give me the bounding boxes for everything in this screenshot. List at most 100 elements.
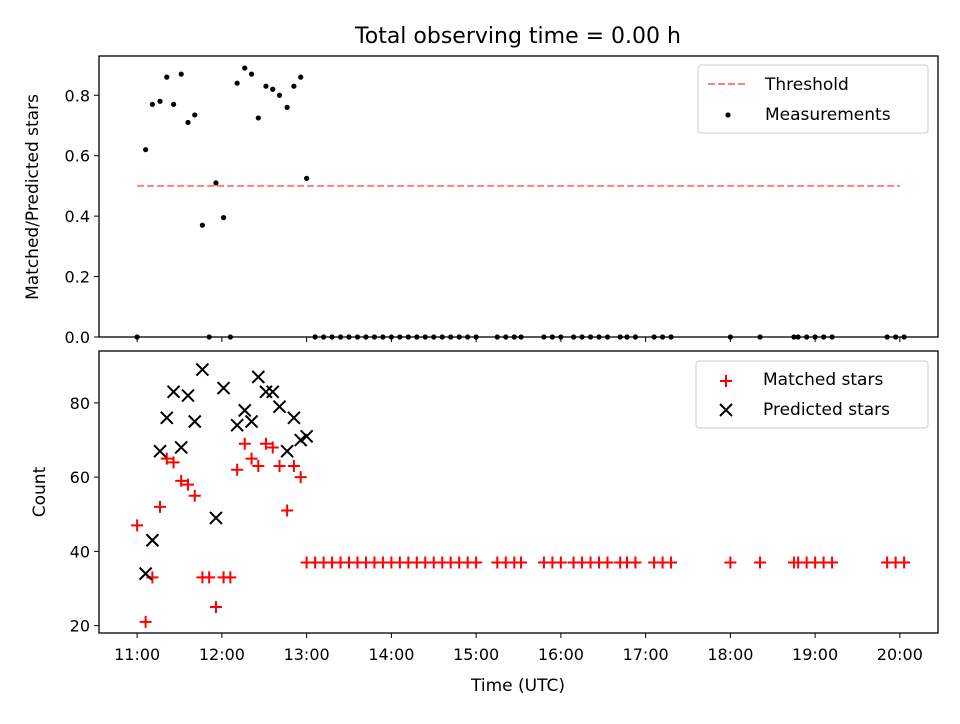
matched-legend-label: Matched stars bbox=[763, 370, 883, 390]
measurement-point bbox=[494, 334, 500, 340]
measurement-point bbox=[829, 334, 835, 340]
predicted-star-marker bbox=[280, 444, 294, 458]
measurement-point bbox=[220, 215, 227, 221]
measurement-point bbox=[263, 83, 269, 89]
measurement-point bbox=[570, 334, 577, 340]
measurement-point bbox=[234, 80, 240, 86]
predicted-star-marker bbox=[145, 533, 160, 547]
matched-star-marker bbox=[266, 441, 279, 454]
matched-star-marker bbox=[209, 601, 222, 614]
measurements-legend-swatch bbox=[725, 112, 731, 118]
bottom-x-axis-label: Time (UTC) bbox=[470, 676, 565, 696]
bottom-x-tick-label: 20:00 bbox=[877, 645, 923, 664]
measurement-point bbox=[346, 334, 352, 340]
measurement-point bbox=[242, 65, 248, 71]
top-y-tick-label: 0.8 bbox=[65, 86, 90, 105]
measurement-point bbox=[511, 334, 517, 340]
bottom-legend-box bbox=[695, 360, 929, 429]
top-plot-area bbox=[134, 65, 907, 340]
top-axes: Matched/Predicted stars 0.00.20.40.60.8 … bbox=[23, 55, 939, 347]
matched-star-marker bbox=[259, 437, 272, 450]
predicted-star-marker bbox=[160, 411, 174, 425]
measurement-point bbox=[668, 334, 674, 340]
measurement-point bbox=[276, 92, 283, 98]
matched-star-marker bbox=[470, 556, 483, 569]
measurement-point bbox=[795, 334, 801, 340]
measurement-point bbox=[304, 175, 310, 181]
matched-star-marker bbox=[273, 460, 286, 473]
bottom-x-tick-label: 13:00 bbox=[284, 645, 330, 664]
measurement-point bbox=[178, 71, 184, 77]
matched-star-marker bbox=[252, 460, 265, 473]
matched-star-marker bbox=[139, 615, 152, 628]
measurement-point bbox=[371, 334, 378, 340]
measurement-point bbox=[312, 334, 318, 340]
measurement-point bbox=[284, 104, 290, 110]
measurement-point bbox=[659, 334, 666, 340]
measurement-point bbox=[617, 334, 623, 340]
measurement-point bbox=[456, 334, 462, 340]
top-y-axis-label: Matched/Predicted stars bbox=[23, 94, 43, 300]
measurement-point bbox=[134, 334, 140, 340]
matched-star-marker bbox=[238, 437, 251, 450]
measurement-point bbox=[255, 115, 261, 121]
matched-star-marker bbox=[294, 471, 307, 484]
top-legend: Threshold Measurements bbox=[697, 64, 929, 134]
measurement-point bbox=[448, 334, 454, 340]
measurement-point bbox=[380, 334, 386, 340]
bottom-x-tick-label: 12:00 bbox=[199, 645, 245, 664]
matched-star-marker bbox=[245, 452, 258, 465]
top-y-tick-label: 0.4 bbox=[65, 207, 90, 226]
bottom-y-tick-label: 20 bbox=[70, 617, 90, 636]
predicted-star-marker bbox=[251, 370, 266, 384]
measurement-point bbox=[820, 334, 827, 340]
matched-star-marker bbox=[188, 489, 201, 502]
measurement-point bbox=[248, 71, 255, 77]
matched-star-marker bbox=[231, 463, 244, 476]
measurement-point bbox=[757, 334, 763, 340]
matched-star-marker bbox=[826, 556, 839, 569]
matched-star-marker bbox=[665, 556, 678, 569]
matched-star-marker bbox=[724, 556, 737, 569]
measurement-point bbox=[473, 334, 479, 340]
predicted-star-marker bbox=[244, 414, 259, 429]
measurement-point bbox=[431, 334, 437, 340]
measurement-point bbox=[587, 334, 594, 340]
measurement-point bbox=[804, 334, 810, 340]
measurement-point bbox=[157, 98, 163, 104]
matched-star-marker bbox=[754, 556, 767, 569]
measurement-point bbox=[149, 101, 155, 107]
predicted-star-marker bbox=[230, 418, 244, 432]
measurement-point bbox=[884, 334, 890, 340]
bottom-x-tick-label: 17:00 bbox=[623, 645, 669, 664]
measurement-point bbox=[206, 334, 212, 340]
top-legend-box bbox=[697, 64, 929, 134]
measurement-point bbox=[465, 334, 471, 340]
bottom-x-ticks: 11:00 12:00 13:00 14:00 15:00 16:00 17:00 18:00… bbox=[114, 633, 923, 664]
predicted-star-marker bbox=[181, 388, 195, 403]
measurement-point bbox=[632, 334, 639, 340]
measurement-point bbox=[397, 334, 403, 340]
predicted-star-marker bbox=[188, 414, 202, 429]
top-y-tick-label: 0.0 bbox=[65, 328, 90, 347]
matched-star-marker bbox=[167, 456, 180, 469]
bottom-plot-frame bbox=[98, 350, 939, 634]
predicted-legend-label: Predicted stars bbox=[763, 400, 890, 420]
measurement-point bbox=[893, 334, 899, 340]
matched-legend-swatch bbox=[720, 375, 732, 387]
predicted-star-marker bbox=[287, 411, 301, 425]
matched-star-marker bbox=[554, 556, 567, 569]
measurement-point bbox=[199, 222, 205, 228]
measurement-point bbox=[337, 334, 344, 340]
bottom-y-tick-label: 60 bbox=[70, 468, 90, 487]
measurement-point bbox=[518, 334, 524, 340]
top-y-tick-label: 0.6 bbox=[65, 147, 90, 166]
bottom-plot-area bbox=[131, 362, 911, 628]
predicted-star-marker bbox=[166, 385, 181, 399]
measurement-point bbox=[901, 334, 907, 340]
matched-star-marker bbox=[175, 474, 188, 487]
measurement-point bbox=[388, 334, 394, 340]
chart-title: Total observing time = 0.00 h bbox=[354, 24, 681, 49]
threshold-legend-label: Threshold bbox=[764, 75, 849, 95]
predicted-star-marker bbox=[216, 381, 231, 395]
